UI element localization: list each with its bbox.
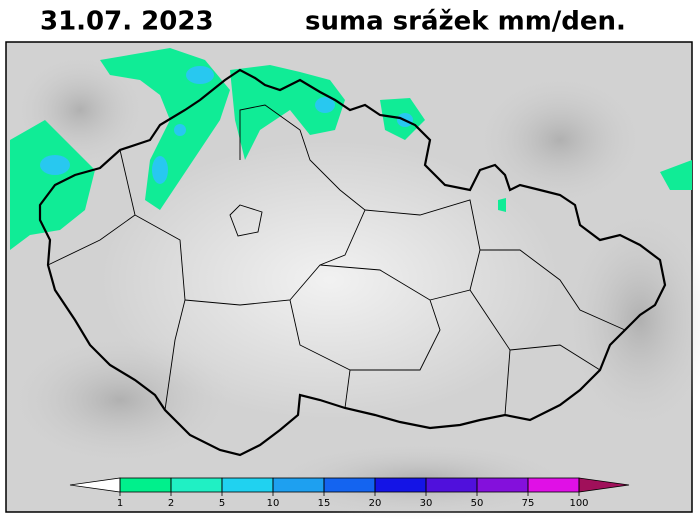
colorbar-tick-label: 15: [318, 498, 331, 509]
colorbar-tick-label: 5: [219, 498, 225, 509]
colorbar-tick-label: 10: [267, 498, 280, 509]
colorbar-segment: [119, 477, 172, 493]
colorbar: 1 2 5 10 15 20 30 50 75 100: [69, 477, 630, 509]
date-label: 31.07. 2023: [40, 7, 214, 37]
colorbar-tick-label: 30: [420, 498, 433, 509]
colorbar-segment: [374, 477, 427, 493]
colorbar-segment: [221, 477, 274, 493]
colorbar-tick-label: 1: [117, 498, 123, 509]
colorbar-tick-label: 50: [471, 498, 484, 509]
colorbar-tick-label: 75: [522, 498, 535, 509]
colorbar-tick-label: 100: [569, 498, 588, 509]
colorbar-tick-label: 2: [168, 498, 174, 509]
colorbar-segment: [425, 477, 478, 493]
colorbar-segment: [527, 477, 580, 493]
colorbar-segment: [272, 477, 325, 493]
colorbar-segment: [170, 477, 223, 493]
map-title: suma srážek mm/den.: [305, 7, 626, 37]
colorbar-segment: [323, 477, 376, 493]
colorbar-segment: [476, 477, 529, 493]
colorbar-tick-label: 20: [369, 498, 382, 509]
map-area: [0, 41, 700, 520]
